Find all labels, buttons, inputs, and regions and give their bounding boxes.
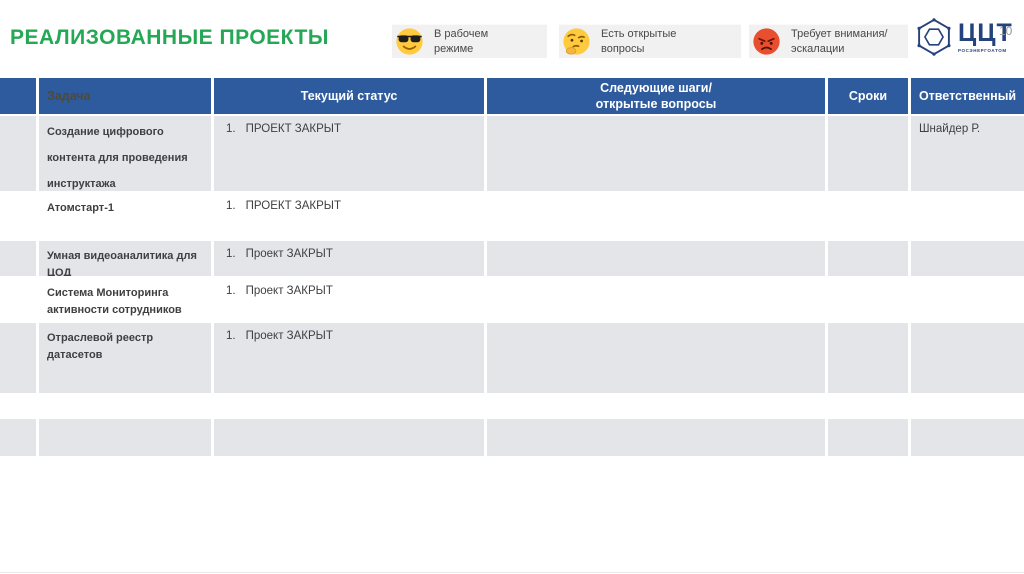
status-text: ПРОЕКТ ЗАКРЫТ — [245, 123, 342, 135]
status-text: Проект ЗАКРЫТ — [245, 248, 333, 260]
cell-next-steps — [487, 116, 825, 191]
legend-item-open-questions: Есть открытые вопросы — [559, 24, 741, 58]
table-row: Создание цифрового контента для проведен… — [0, 116, 1024, 191]
company-logo: ЦЦТ РОСЭНЕРГОАТОМ — [913, 16, 1013, 58]
legend-item-label: Требует внимания/ эскалации — [791, 28, 888, 55]
cell-current-status: 1. ПРОЕКТ ЗАКРЫТ — [214, 116, 484, 191]
cell-task: Умная видеоаналитика для ЦОД — [39, 241, 211, 276]
cell-status-icon — [0, 278, 36, 321]
cell-responsible — [911, 241, 1024, 276]
status-number: 1. — [226, 330, 236, 342]
cell-deadline — [828, 193, 908, 239]
cell-responsible — [911, 193, 1024, 239]
cell-status-icon — [0, 323, 36, 393]
status-text: Проект ЗАКРЫТ — [245, 330, 333, 342]
status-number: 1. — [226, 123, 236, 135]
cell-status-icon — [0, 241, 36, 276]
cell-status-icon — [0, 193, 36, 239]
table-row: Система Мониторинга активности сотрудник… — [0, 278, 1024, 321]
page-title: РЕАЛИЗОВАННЫЕ ПРОЕКТЫ — [10, 26, 329, 49]
logo-subtext: РОСЭНЕРГОАТОМ — [958, 48, 1007, 53]
angry-emoji-icon — [752, 27, 781, 56]
cell-current-status: 1. ПРОЕКТ ЗАКРЫТ — [214, 193, 484, 239]
cell-status-icon — [0, 116, 36, 191]
cell-deadline — [828, 241, 908, 276]
header-cell-task: Задача — [39, 78, 211, 114]
cell-status-icon — [0, 419, 36, 456]
status-number: 1. — [226, 200, 236, 212]
legend-item-label: Есть открытые вопросы — [601, 28, 677, 55]
status-number: 1. — [226, 248, 236, 260]
status-text: ПРОЕКТ ЗАКРЫТ — [245, 200, 342, 212]
header-cell-current-status: Текущий статус — [214, 78, 484, 114]
cell-responsible — [911, 278, 1024, 321]
table-row: Умная видеоаналитика для ЦОД 1. Проект З… — [0, 241, 1024, 276]
cell-current-status: 1. Проект ЗАКРЫТ — [214, 323, 484, 393]
cell-task — [39, 419, 211, 456]
cell-task: Система Мониторинга активности сотрудник… — [39, 278, 211, 321]
logo-text: ЦЦТ — [958, 19, 1013, 47]
cell-deadline — [828, 419, 908, 456]
thinking-emoji-icon — [562, 27, 591, 56]
legend-item-escalation: Требует внимания/ эскалации — [749, 24, 908, 58]
header-cell-responsible: Ответственный — [911, 78, 1024, 114]
table-row — [0, 419, 1024, 456]
status-number: 1. — [226, 285, 236, 297]
cell-deadline — [828, 278, 908, 321]
cell-current-status: 1. Проект ЗАКРЫТ — [214, 241, 484, 276]
cell-deadline — [828, 116, 908, 191]
cell-next-steps — [487, 241, 825, 276]
cell-next-steps — [487, 419, 825, 456]
projects-table: Задача Текущий статус Следующие шаги/ от… — [0, 78, 1024, 458]
cell-next-steps — [487, 193, 825, 239]
status-legend: В рабочем режиме Есть открытые вопросы — [392, 24, 908, 58]
cell-deadline — [828, 323, 908, 393]
cell-next-steps — [487, 278, 825, 321]
table-row: Отраслевой реестр датасетов 1. Проект ЗА… — [0, 323, 1024, 393]
table-row: Атомстарт-1 1. ПРОЕКТ ЗАКРЫТ — [0, 193, 1024, 239]
cell-next-steps — [487, 323, 825, 393]
cell-current-status: 1. Проект ЗАКРЫТ — [214, 278, 484, 321]
header-cell-next-steps: Следующие шаги/ открытые вопросы — [487, 78, 825, 114]
header-cell-deadlines: Сроки — [828, 78, 908, 114]
cell-responsible — [911, 323, 1024, 393]
cool-emoji-icon — [395, 27, 424, 56]
cell-responsible: Шнайдер Р. — [911, 116, 1024, 191]
cell-responsible — [911, 419, 1024, 456]
legend-item-label: В рабочем режиме — [434, 28, 489, 55]
bottom-rule — [0, 572, 1024, 573]
cell-task: Создание цифрового контента для проведен… — [39, 116, 211, 191]
page-number: 10 — [999, 24, 1013, 38]
header-cell-icon — [0, 78, 36, 114]
status-text: Проект ЗАКРЫТ — [245, 285, 333, 297]
cell-task: Атомстарт-1 — [39, 193, 211, 239]
cell-current-status — [214, 419, 484, 456]
cell-task: Отраслевой реестр датасетов — [39, 323, 211, 393]
legend-item-working: В рабочем режиме — [392, 24, 547, 58]
logo-emblem-icon — [913, 16, 955, 58]
table-header-row: Задача Текущий статус Следующие шаги/ от… — [0, 78, 1024, 114]
